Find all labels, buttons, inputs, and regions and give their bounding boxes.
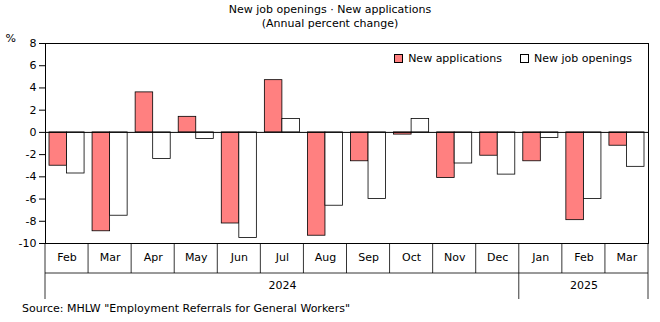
svg-text:May: May	[185, 251, 208, 264]
svg-text:Jul: Jul	[275, 251, 289, 264]
svg-text:-4: -4	[26, 170, 37, 183]
svg-text:Aug: Aug	[315, 251, 336, 264]
html-text:New applications: New applications	[408, 52, 502, 65]
svg-text:Mar: Mar	[617, 251, 638, 264]
svg-text:%: %	[6, 32, 16, 45]
svg-text:Feb: Feb	[574, 251, 593, 264]
svg-text:0: 0	[30, 126, 37, 139]
svg-text:Oct: Oct	[402, 251, 422, 264]
svg-text:Sep: Sep	[358, 251, 379, 264]
svg-text:-10: -10	[19, 237, 37, 250]
svg-text:6: 6	[30, 59, 37, 72]
html-text:New job openings: New job openings	[534, 52, 632, 65]
svg-text:Nov: Nov	[444, 251, 466, 264]
svg-text:2024: 2024	[268, 279, 296, 292]
svg-text:Jan: Jan	[531, 251, 549, 264]
svg-text:-2: -2	[26, 148, 37, 161]
svg-text:Mar: Mar	[100, 251, 121, 264]
html-text:New job openings · New applica: New job openings · New applications	[228, 3, 432, 16]
html-text:(Annual percent change): (Annual percent change)	[261, 17, 399, 30]
svg-text:8: 8	[30, 37, 37, 50]
svg-text:2: 2	[30, 104, 37, 117]
svg-text:-8: -8	[26, 215, 37, 228]
svg-text:Dec: Dec	[487, 251, 508, 264]
svg-text:Jun: Jun	[230, 251, 248, 264]
svg-text:-6: -6	[26, 193, 37, 206]
html-text:Source: MHLW "Employment Refer: Source: MHLW "Employment Referrals for G…	[22, 302, 350, 315]
svg-text:Feb: Feb	[57, 251, 76, 264]
svg-text:4: 4	[30, 81, 37, 94]
svg-text:Apr: Apr	[144, 251, 164, 264]
svg-text:2025: 2025	[570, 279, 598, 292]
